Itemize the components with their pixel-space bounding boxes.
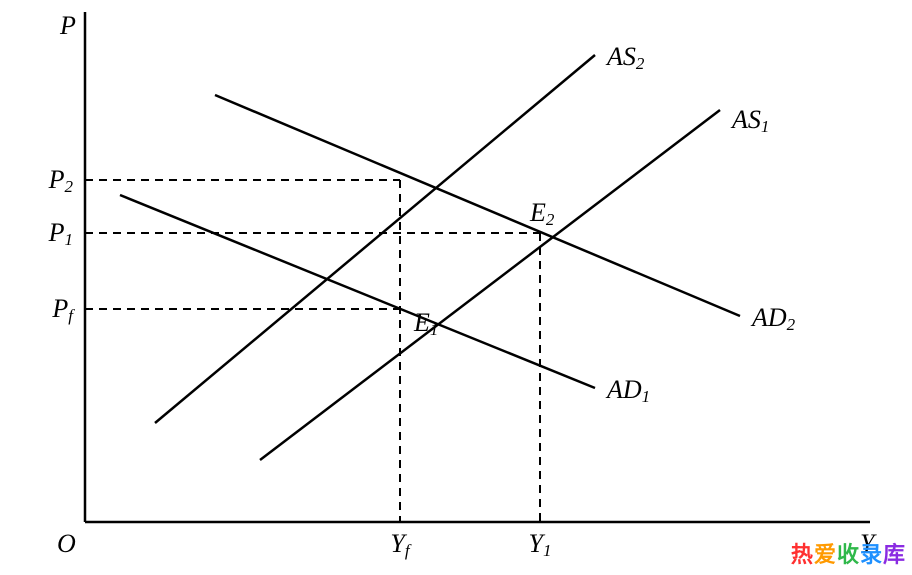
svg-text:Y: Y: [860, 529, 877, 558]
x-axis-label: Y: [860, 529, 877, 558]
origin-label: O: [57, 529, 76, 558]
svg-text:O: O: [57, 529, 76, 558]
y-axis-label: P: [59, 11, 76, 40]
chart-background: [0, 0, 912, 575]
svg-text:P: P: [59, 11, 76, 40]
